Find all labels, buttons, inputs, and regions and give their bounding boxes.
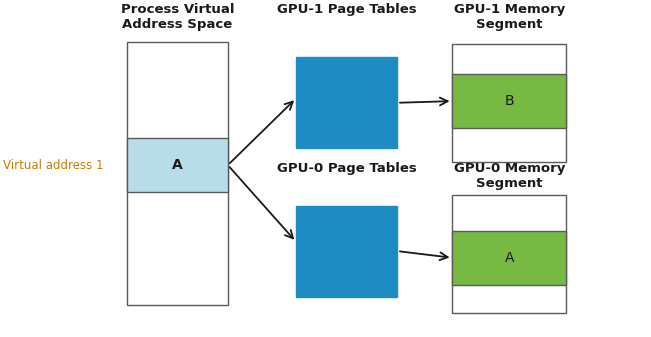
Text: GPU-0 Page Tables: GPU-0 Page Tables xyxy=(277,162,417,175)
Text: GPU-1 Page Tables: GPU-1 Page Tables xyxy=(277,3,417,17)
Bar xyxy=(296,57,397,148)
Bar xyxy=(452,44,566,162)
Text: GPU-0 Memory
Segment: GPU-0 Memory Segment xyxy=(454,162,565,190)
Bar xyxy=(452,231,566,285)
Text: A: A xyxy=(172,158,183,172)
Bar xyxy=(452,74,566,128)
Bar xyxy=(452,195,566,313)
Text: B: B xyxy=(505,94,514,108)
Bar xyxy=(296,206,397,297)
Text: A: A xyxy=(505,251,514,265)
Text: Process Virtual
Address Space: Process Virtual Address Space xyxy=(120,3,234,31)
Text: GPU-1 Memory
Segment: GPU-1 Memory Segment xyxy=(454,3,565,31)
Bar xyxy=(127,42,228,305)
Bar xyxy=(127,138,228,192)
Text: Virtual address 1: Virtual address 1 xyxy=(3,159,104,172)
